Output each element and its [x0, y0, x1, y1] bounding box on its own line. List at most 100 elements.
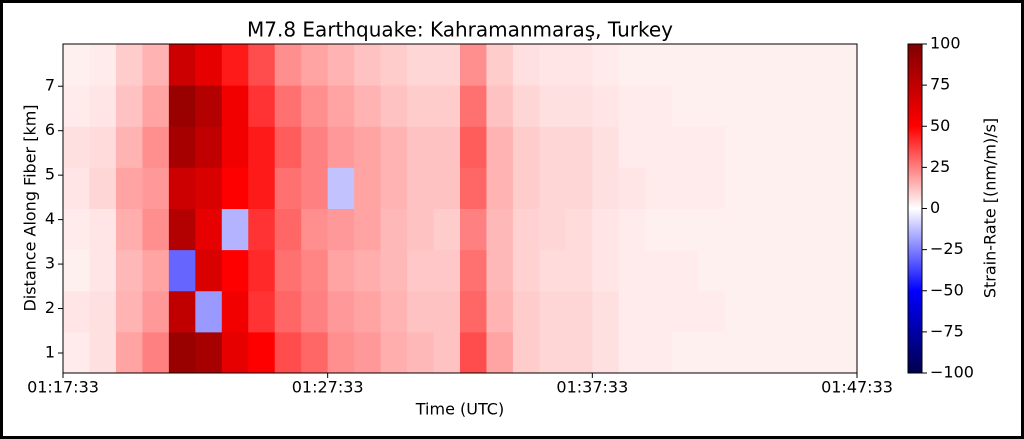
- heat-cell: [618, 331, 646, 374]
- heat-cell: [433, 85, 461, 127]
- heat-cell: [698, 167, 726, 209]
- heat-cell: [486, 208, 514, 251]
- heat-cell: [460, 126, 487, 168]
- heat-cell: [486, 85, 514, 127]
- heat-cell: [539, 44, 567, 86]
- heat-cell: [512, 331, 540, 374]
- heat-cell: [539, 331, 567, 374]
- heat-cell: [486, 290, 514, 333]
- heat-cell: [301, 290, 329, 333]
- heat-cell: [115, 167, 143, 209]
- heat-cell: [539, 167, 567, 209]
- heat-cell: [195, 167, 223, 209]
- heat-cell: [301, 249, 329, 292]
- heat-cell: [830, 290, 858, 333]
- heat-cell: [698, 44, 726, 86]
- heat-cell: [354, 331, 382, 374]
- heat-cell: [618, 208, 646, 251]
- heat-cell: [89, 85, 117, 127]
- heat-cell: [671, 126, 699, 168]
- heat-cell: [618, 85, 646, 127]
- heat-cell: [830, 167, 858, 209]
- heat-cell: [168, 249, 196, 292]
- heat-cell: [433, 290, 461, 333]
- heat-cell: [777, 208, 805, 251]
- heat-cell: [274, 290, 302, 333]
- heat-cell: [274, 126, 302, 168]
- heat-cell: [433, 249, 461, 292]
- heat-cell: [195, 126, 223, 168]
- heat-cell: [354, 85, 382, 127]
- heat-cell: [486, 249, 514, 292]
- heat-cell: [380, 331, 408, 374]
- heat-cell: [698, 208, 726, 251]
- heat-cell: [512, 208, 540, 251]
- heat-cell: [168, 126, 196, 168]
- plot-frame: [62, 43, 858, 374]
- heat-cell: [830, 331, 858, 374]
- colorbar-label: Strain-Rate [(nm/m)/s]: [981, 118, 1000, 298]
- heat-cell: [63, 167, 90, 209]
- heat-cell: [724, 167, 752, 209]
- heat-cell: [565, 126, 593, 168]
- heat-cell: [565, 290, 593, 333]
- heat-cell: [248, 44, 276, 86]
- colorbar-tick-label: 0: [930, 198, 940, 217]
- heat-cell: [142, 331, 170, 374]
- heat-cell: [724, 126, 752, 168]
- heat-cell: [142, 85, 170, 127]
- y-tick-label: 7: [45, 76, 55, 95]
- heat-cell: [142, 249, 170, 292]
- heat-cell: [592, 167, 620, 209]
- heat-cell: [645, 331, 673, 374]
- heat-cell: [63, 126, 90, 168]
- heat-cell: [486, 44, 514, 86]
- heat-cell: [512, 85, 540, 127]
- heat-cell: [751, 290, 779, 333]
- heat-cell: [460, 44, 487, 86]
- heat-cell: [63, 85, 90, 127]
- heat-cell: [724, 331, 752, 374]
- heat-cell: [354, 126, 382, 168]
- heat-cell: [539, 290, 567, 333]
- heat-cell: [274, 331, 302, 374]
- heat-cell: [698, 290, 726, 333]
- heat-cell: [539, 85, 567, 127]
- heat-cell: [671, 290, 699, 333]
- heat-cell: [618, 126, 646, 168]
- heat-cell: [115, 331, 143, 374]
- heat-cell: [645, 249, 673, 292]
- heat-cell: [751, 208, 779, 251]
- heat-cell: [142, 126, 170, 168]
- heat-cell: [777, 85, 805, 127]
- heat-cell: [115, 249, 143, 292]
- heat-cell: [407, 208, 435, 251]
- y-tick-label: 6: [45, 120, 55, 139]
- heat-cell: [327, 249, 355, 292]
- colorbar-tick-label: 50: [930, 116, 950, 135]
- heat-cell: [274, 167, 302, 209]
- heat-cell: [645, 167, 673, 209]
- heat-cell: [380, 249, 408, 292]
- heat-cell: [168, 331, 196, 374]
- heat-cell: [618, 44, 646, 86]
- heat-cell: [804, 85, 832, 127]
- heat-cell: [460, 331, 487, 374]
- heat-cell: [115, 290, 143, 333]
- heat-cell: [380, 44, 408, 86]
- colorbar-tick-label: −50: [930, 280, 964, 299]
- heat-cell: [63, 44, 90, 86]
- heat-cell: [248, 249, 276, 292]
- heat-cell: [89, 167, 117, 209]
- heat-cell: [195, 331, 223, 374]
- heat-cell: [592, 208, 620, 251]
- heat-cell: [751, 331, 779, 374]
- heat-cell: [698, 249, 726, 292]
- heat-cell: [301, 208, 329, 251]
- heat-cell: [460, 208, 487, 251]
- heat-cell: [354, 290, 382, 333]
- heat-cell: [407, 85, 435, 127]
- heat-cell: [248, 85, 276, 127]
- heat-cell: [274, 249, 302, 292]
- heat-cell: [830, 208, 858, 251]
